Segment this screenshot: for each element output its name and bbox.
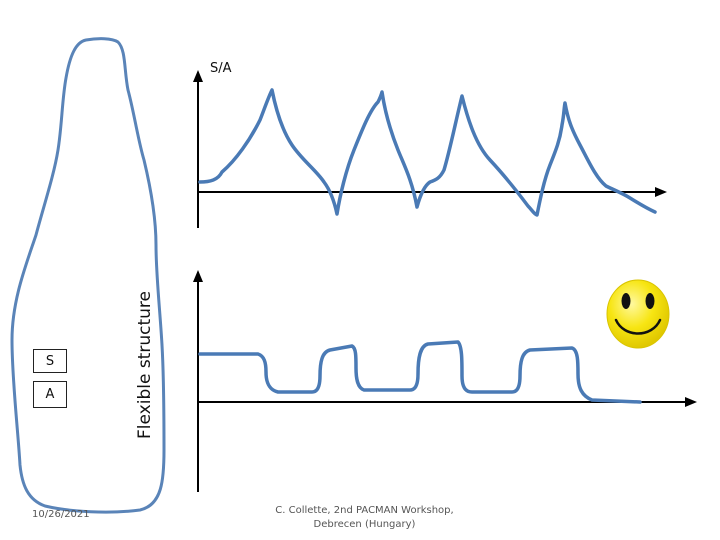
actuator-label-box: A <box>33 381 67 408</box>
axis-label-s-over-a: S/A <box>210 61 232 76</box>
smiley-face-icon <box>606 279 670 349</box>
flexible-structure-title-text: Flexible structure <box>135 291 155 439</box>
sensor-label-box: S <box>33 349 67 373</box>
bottom-signal-trace <box>198 340 642 404</box>
slide-footer: C. Collette, 2nd PACMAN Workshop, Debrec… <box>252 504 477 532</box>
top-x-axis-arrow <box>655 187 667 197</box>
footer-line-2: Debrecen (Hungary) <box>313 519 416 530</box>
bottom-x-axis-arrow <box>685 397 697 407</box>
top-y-axis-arrow <box>193 70 203 82</box>
flexible-structure-outline <box>10 37 166 514</box>
top-signal-trace <box>198 88 657 217</box>
bottom-y-axis-arrow <box>193 270 203 282</box>
slide-date: 10/26/2021 <box>32 509 90 520</box>
footer-line-1: C. Collette, 2nd PACMAN Workshop, <box>275 505 454 516</box>
